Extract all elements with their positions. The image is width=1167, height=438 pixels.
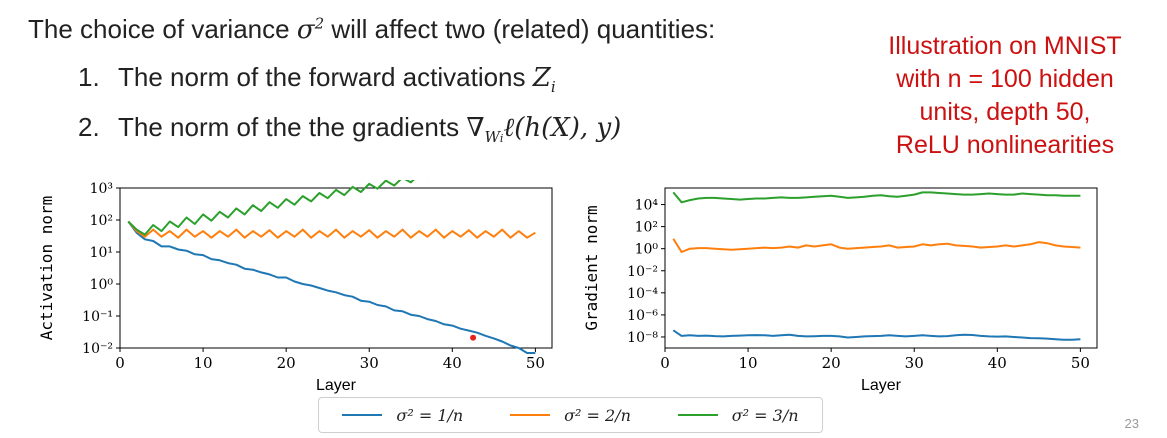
gradient-x-axis-label: Layer bbox=[861, 377, 902, 394]
intro-suffix: will affect two (related) quantities: bbox=[324, 14, 716, 44]
activation-norm-chart: 0 10 20 30 40 50 10⁻² 10⁻¹ 10⁰ 10¹ 10² 10³ Layer Acti… bbox=[30, 180, 560, 395]
callout-line: Illustration on MNIST bbox=[888, 32, 1122, 60]
list-item-number: 2. bbox=[78, 112, 100, 142]
activation-x-tick-label: 40 bbox=[443, 354, 462, 372]
activation-x-tick-label: 0 bbox=[115, 354, 125, 372]
gradient-series-1-line bbox=[672, 329, 1081, 341]
activation-x-tick-label: 30 bbox=[360, 354, 379, 372]
activation-y-axis-label: Activation norm bbox=[37, 196, 56, 341]
gradient-y-axis-label: Gradient norm bbox=[582, 205, 601, 330]
gradient-y-tick-label: 10⁻² bbox=[627, 264, 658, 280]
activation-y-tick-label: 10⁰ bbox=[90, 277, 114, 293]
activation-x-axis-label: Layer bbox=[316, 377, 357, 394]
sigma-exponent: 2 bbox=[314, 14, 325, 33]
chart-legend: σ² = 1/n σ² = 2/n σ² = 3/n bbox=[318, 397, 823, 433]
list-item-number: 1. bbox=[78, 62, 100, 92]
gradient-y-tick-label: 10⁻⁴ bbox=[627, 286, 658, 302]
list-item-text: The norm of the forward activations bbox=[118, 62, 533, 92]
gradient-symbol: ∇Wiℓ(h(X), y) bbox=[466, 113, 622, 147]
gradient-series-3-line bbox=[672, 191, 1081, 204]
list-item-gradients: 2. The norm of the the gradients ∇Wiℓ(h(X… bbox=[78, 112, 621, 146]
gradient-axes-frame bbox=[664, 187, 1098, 349]
legend-entry: σ² = 2/n bbox=[510, 406, 631, 425]
gradient-y-tick-label: 10² bbox=[635, 220, 658, 236]
legend-entry: σ² = 1/n bbox=[342, 406, 463, 425]
activation-axes-frame bbox=[119, 187, 553, 349]
legend-swatch bbox=[510, 414, 551, 416]
activation-highlight-marker bbox=[470, 334, 477, 341]
gradient-norm-plot: 0 10 20 30 40 50 10⁻⁸ 10⁻⁶ 10⁻⁴ 10⁻² 10⁰ 10² 10⁴ Laye… bbox=[582, 187, 1098, 394]
activation-series-2-line bbox=[127, 220, 536, 239]
callout-line: ReLU nonlinearities bbox=[895, 131, 1115, 159]
activation-x-tick-label: 20 bbox=[277, 354, 296, 372]
activation-y-tick-label: 10¹ bbox=[90, 245, 113, 261]
activation-symbol: Zi bbox=[532, 63, 556, 97]
activation-y-tick-label: 10⁻¹ bbox=[82, 309, 113, 325]
activation-series-1-line bbox=[127, 220, 536, 354]
gradient-norm-chart: 0 10 20 30 40 50 10⁻⁸ 10⁻⁶ 10⁻⁴ 10⁻² 10⁰ 10² 10⁴ Laye… bbox=[575, 180, 1105, 395]
legend-label: σ² = 2/n bbox=[564, 405, 631, 425]
list-item-activations: 1. The norm of the forward activations Zi bbox=[78, 62, 556, 96]
intro-prefix: The choice of variance bbox=[28, 14, 297, 44]
list-item-text: The norm of the the gradients bbox=[118, 112, 467, 142]
legend-swatch bbox=[342, 414, 383, 416]
gradient-x-tick-label: 40 bbox=[988, 354, 1007, 372]
activation-y-tick-label: 10² bbox=[90, 213, 113, 229]
page-number: 23 bbox=[1124, 416, 1139, 431]
activation-y-tick-label: 10³ bbox=[90, 181, 113, 197]
intro-text: The choice of variance σ2 will affect tw… bbox=[28, 14, 715, 45]
activation-norm-plot: 0 10 20 30 40 50 10⁻² 10⁻¹ 10⁰ 10¹ 10² 10³ Layer Acti… bbox=[37, 180, 553, 394]
legend-swatch bbox=[677, 414, 718, 416]
gradient-x-tick-label: 10 bbox=[739, 354, 758, 372]
activation-series-3-line bbox=[127, 180, 428, 236]
gradient-series-2-line bbox=[672, 238, 1081, 253]
legend-label: σ² = 3/n bbox=[731, 405, 799, 425]
sigma-symbol: σ2 bbox=[296, 14, 325, 45]
legend-label: σ² = 1/n bbox=[396, 405, 464, 425]
gradient-y-tick-label: 10⁰ bbox=[635, 242, 659, 258]
activation-x-tick-label: 50 bbox=[526, 354, 545, 372]
callout-line: units, depth 50, bbox=[919, 98, 1091, 126]
legend-entry: σ² = 3/n bbox=[677, 405, 799, 425]
gradient-x-tick-label: 0 bbox=[660, 354, 670, 372]
gradient-y-tick-label: 10⁴ bbox=[635, 198, 659, 214]
activation-x-tick-label: 10 bbox=[194, 354, 213, 372]
mnist-callout: Illustration on MNIST with n = 100 hidde… bbox=[840, 30, 1167, 162]
gradient-x-tick-label: 50 bbox=[1071, 354, 1090, 372]
activation-y-tick-label: 10⁻² bbox=[82, 341, 113, 357]
gradient-x-tick-label: 20 bbox=[822, 354, 841, 372]
gradient-y-tick-label: 10⁻⁸ bbox=[627, 330, 658, 346]
gradient-x-tick-label: 30 bbox=[905, 354, 924, 372]
callout-line: with n = 100 hidden bbox=[896, 65, 1114, 93]
gradient-y-tick-label: 10⁻⁶ bbox=[627, 308, 658, 324]
